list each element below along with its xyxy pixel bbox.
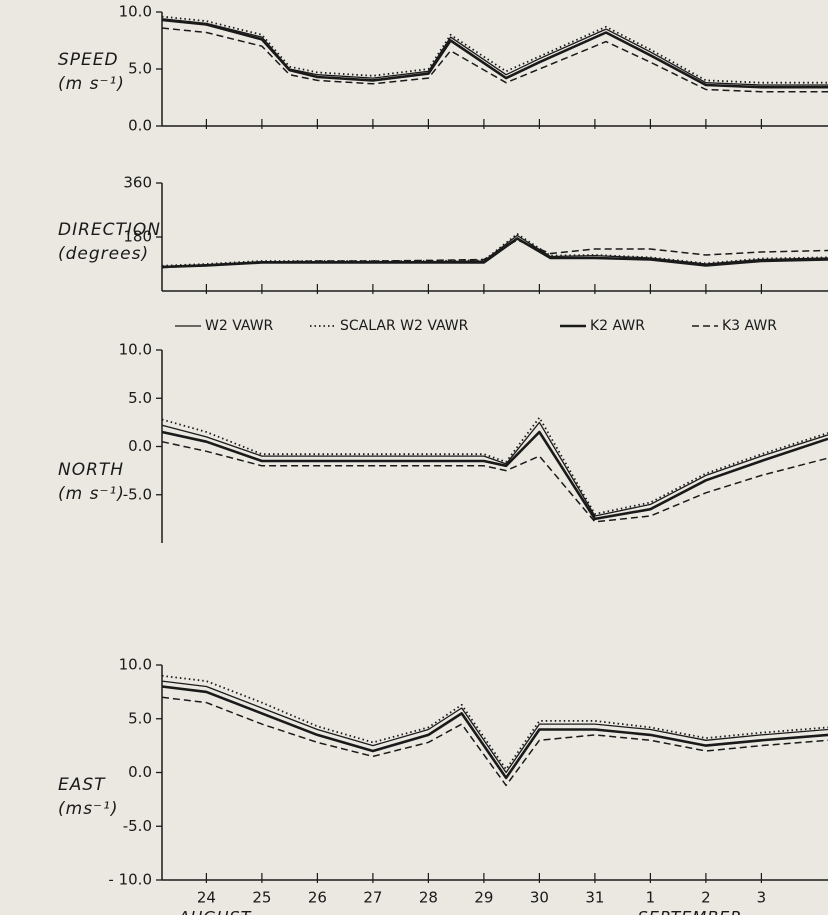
series-line	[161, 239, 828, 269]
y-tick-label: 0.0	[128, 117, 152, 135]
y-tick-label: 10.0	[119, 3, 152, 21]
y-axis-label: (m s⁻¹)	[58, 484, 125, 504]
y-axis-label: NORTH	[58, 460, 124, 480]
month-label: SEPTEMBER	[638, 908, 743, 915]
x-tick-label: 3	[757, 889, 767, 907]
series-line	[161, 27, 828, 93]
y-tick-label: 5.0	[128, 709, 152, 727]
series-line	[161, 18, 828, 86]
x-tick-label: 24	[197, 889, 216, 907]
y-tick-label: 5.0	[128, 60, 152, 78]
x-tick-label: 2	[701, 889, 711, 907]
y-axis-label: (ms⁻¹)	[58, 799, 118, 819]
series-line	[161, 18, 828, 89]
legend-label: W2 VAWR	[205, 318, 274, 334]
series-line	[161, 15, 828, 84]
series-line	[161, 680, 828, 774]
x-tick-label: 26	[308, 889, 327, 907]
series-line	[161, 696, 828, 787]
series-line	[161, 233, 828, 267]
series-line	[161, 237, 828, 269]
x-tick-label: 1	[646, 889, 656, 907]
y-tick-label: 180	[123, 228, 152, 246]
x-tick-label: 27	[363, 889, 382, 907]
y-tick-label: -5.0	[123, 485, 152, 503]
series-line	[161, 685, 828, 780]
series-line	[161, 430, 828, 521]
y-axis-label: (degrees)	[58, 244, 149, 264]
series-line	[161, 416, 828, 515]
x-tick-label: 29	[474, 889, 493, 907]
x-tick-label: 30	[530, 889, 549, 907]
legend-label: K3 AWR	[722, 318, 777, 334]
y-axis-label: (m s⁻¹)	[58, 74, 125, 94]
x-tick-label: 28	[419, 889, 438, 907]
y-tick-label: 360	[123, 174, 152, 192]
series-line	[161, 440, 828, 523]
legend-label: K2 AWR	[590, 318, 645, 334]
x-tick-label: 25	[252, 889, 271, 907]
y-tick-label: 10.0	[119, 341, 152, 359]
y-tick-label: 10.0	[119, 656, 152, 674]
month-label: AUGUST	[178, 908, 252, 915]
y-axis-label: SPEED	[58, 50, 119, 70]
series-line	[161, 421, 828, 517]
legend-label: SCALAR W2 VAWR	[340, 318, 469, 334]
y-tick-label: 5.0	[128, 389, 152, 407]
y-tick-label: - 10.0	[108, 871, 152, 889]
y-tick-label: 0.0	[128, 763, 152, 781]
y-axis-label: DIRECTION	[58, 220, 161, 240]
y-tick-label: -5.0	[123, 817, 152, 835]
y-axis-label: EAST	[58, 775, 106, 795]
x-tick-label: 31	[585, 889, 604, 907]
y-tick-label: 0.0	[128, 437, 152, 455]
